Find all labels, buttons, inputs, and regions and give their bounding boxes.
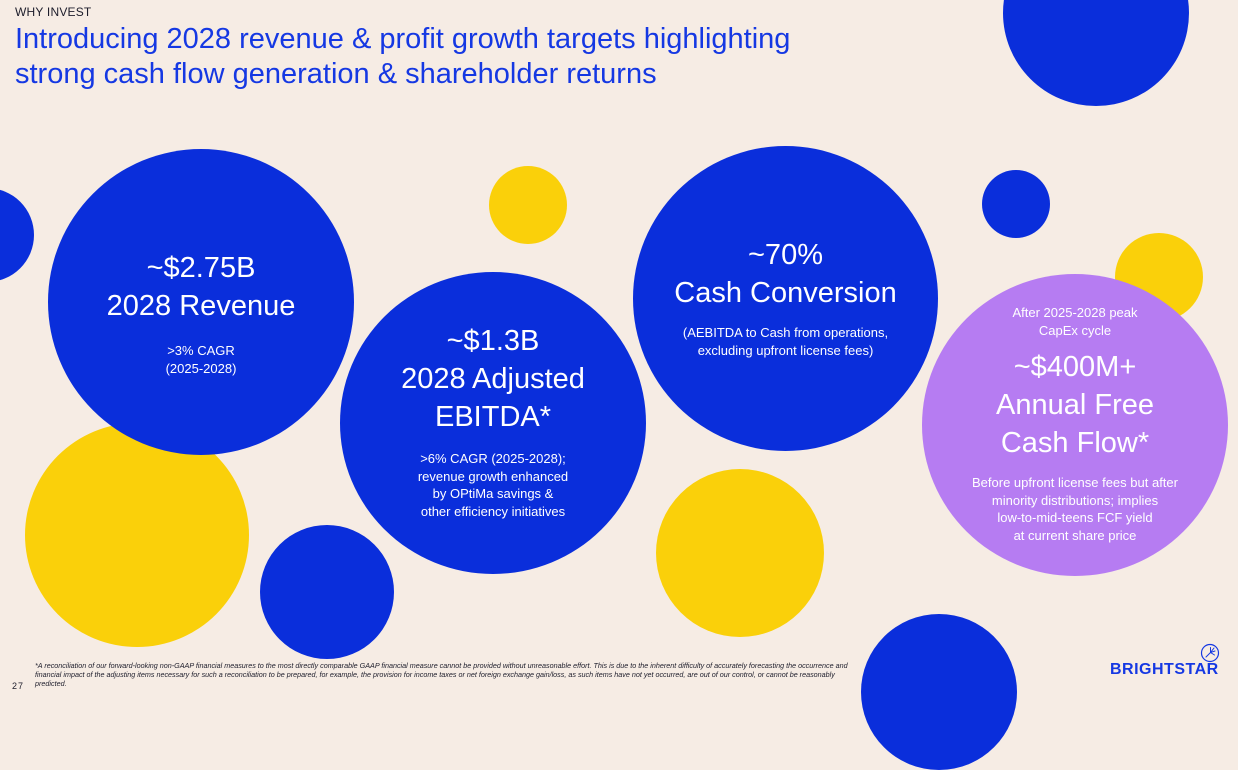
star-burst-icon — [1200, 643, 1220, 663]
kpi-revenue-note-1: >3% CAGR — [167, 343, 235, 358]
page-number: 27 — [12, 681, 25, 691]
kpi-circle-revenue — [48, 149, 354, 455]
brightstar-logo: BRIGHTSTAR — [1110, 643, 1220, 683]
kpi-fcf: After 2025-2028 peak CapEx cycle ~$400M+… — [922, 304, 1228, 544]
kpi-ebitda-label-1: 2028 Adjusted — [401, 363, 585, 395]
kpi-revenue-value: ~$2.75B — [146, 252, 256, 284]
kpi-cash-conversion-value: ~70% — [748, 239, 823, 271]
decor-circle-top-right — [1003, 0, 1189, 106]
kpi-ebitda-label-2: EBITDA* — [434, 401, 552, 433]
logo-text: BRIGHTSTAR — [1110, 661, 1219, 678]
kpi-revenue-note-2: (2025-2028) — [165, 360, 237, 376]
kpi-ebitda-note-2: revenue growth enhanced — [417, 468, 569, 484]
kpi-circle-ebitda — [340, 272, 646, 574]
decor-circle-blue-bottom-right — [861, 614, 1017, 770]
kpi-cash-conversion-note-1: (AEBITDA to Cash from operations, — [682, 325, 889, 340]
kpi-ebitda-note-4: other efficiency initiatives — [420, 503, 566, 519]
kpi-revenue-label: 2028 Revenue — [106, 290, 296, 322]
decor-circle-left-edge — [0, 188, 34, 282]
kpi-fcf-label-2: Cash Flow* — [1000, 427, 1150, 459]
kpi-ebitda-note-3: by OPtiMa savings & — [432, 486, 554, 501]
kpi-circle-fcf — [922, 274, 1228, 576]
footnote: *A reconciliation of our forward-looking… — [35, 661, 848, 689]
page-title: Introducing 2028 revenue & profit growth… — [15, 22, 895, 92]
kpi-fcf-value: ~$400M+ — [1013, 351, 1137, 383]
kpi-cash-conversion: ~70% Cash Conversion (AEBITDA to Cash fr… — [633, 236, 938, 359]
kpi-fcf-pre-1: After 2025-2028 peak — [1012, 305, 1138, 320]
kpi-revenue: ~$2.75B 2028 Revenue >3% CAGR (2025-2028… — [48, 249, 354, 377]
kpi-ebitda-value: ~$1.3B — [446, 325, 540, 357]
decor-circle-yellow-small — [489, 166, 567, 244]
kpi-cash-conversion-note-2: excluding upfront license fees) — [697, 342, 874, 358]
page-title-line1: Introducing 2028 revenue & profit growth… — [15, 23, 791, 55]
kpi-fcf-note-2: minority distributions; implies — [991, 492, 1159, 508]
decor-circle-blue-bottom — [260, 525, 394, 659]
kpi-fcf-label-1: Annual Free — [996, 389, 1154, 421]
section-eyebrow: WHY INVEST — [15, 5, 92, 19]
kpi-ebitda: ~$1.3B 2028 Adjusted EBITDA* >6% CAGR (2… — [340, 322, 646, 520]
page-title-line2: strong cash flow generation & shareholde… — [15, 58, 657, 90]
decor-circle-yellow-large — [25, 423, 249, 647]
decor-circle-yellow-mid — [656, 469, 824, 637]
kpi-cash-conversion-label: Cash Conversion — [674, 277, 897, 309]
kpi-ebitda-note-1: >6% CAGR (2025-2028); — [420, 451, 566, 466]
kpi-fcf-note-4: at current share price — [1013, 527, 1137, 543]
kpi-circle-cash-conversion — [633, 146, 938, 451]
kpi-fcf-note-3: low-to-mid-teens FCF yield — [997, 510, 1153, 525]
decor-circle-blue-small — [982, 170, 1050, 238]
kpi-fcf-pre-2: CapEx cycle — [1038, 322, 1112, 338]
kpi-fcf-note-1: Before upfront license fees but after — [972, 475, 1178, 490]
